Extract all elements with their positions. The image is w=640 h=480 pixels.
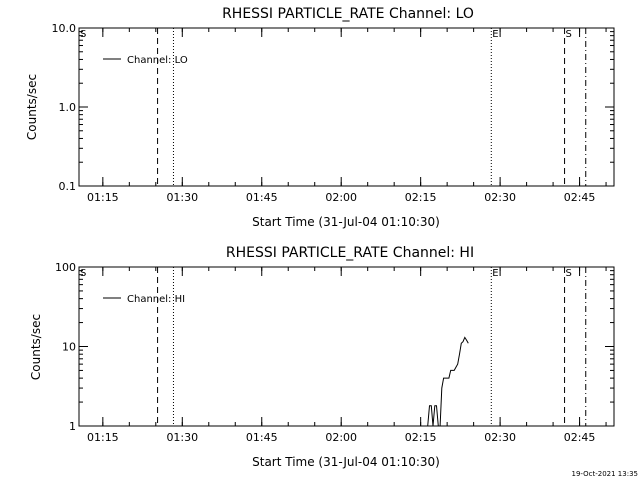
lo-plot-frame	[78, 27, 615, 187]
lo-xtick-label: 02:45	[564, 191, 596, 204]
hi-xtick-label: 02:45	[564, 431, 596, 444]
lo-xlabel: Start Time (31-Jul-04 01:10:30)	[252, 215, 440, 229]
lo-panel: RHESSI PARTICLE_RATE Channel: LO Start T…	[25, 6, 615, 229]
hi-marker-label: S	[80, 268, 86, 279]
lo-ylabel: Counts/sec	[25, 74, 39, 140]
lo-marker-label: S	[80, 29, 86, 40]
footer-timestamp: 19-Oct-2021 13:35	[572, 470, 638, 478]
hi-marker-label: E	[492, 268, 498, 279]
hi-ytick-label: 1	[69, 420, 76, 433]
hi-plot-frame	[78, 266, 615, 427]
hi-ytick-label: 10	[62, 341, 76, 354]
hi-xtick-label: 02:30	[484, 431, 516, 444]
lo-ytick-label: 10.0	[52, 22, 77, 35]
lo-xtick-label: 01:45	[246, 191, 278, 204]
hi-xtick-label: 02:15	[405, 431, 437, 444]
hi-series	[427, 336, 469, 427]
hi-xtick-label: 01:15	[87, 431, 119, 444]
hi-series-line	[427, 336, 469, 427]
hi-xtick-label: 02:00	[325, 431, 357, 444]
lo-xtick-label: 02:15	[405, 191, 437, 204]
hi-legend: Channel: HI	[103, 294, 185, 305]
lo-title: RHESSI PARTICLE_RATE Channel: LO	[222, 6, 474, 22]
hi-xlabel: Start Time (31-Jul-04 01:10:30)	[252, 455, 440, 469]
hi-xtick-label: 01:45	[246, 431, 278, 444]
hi-legend-label: Channel: HI	[127, 294, 185, 305]
hi-ylabel: Counts/sec	[29, 314, 43, 380]
lo-ytick-label: 1.0	[59, 101, 77, 114]
lo-xtick-label: 01:30	[166, 191, 198, 204]
lo-xtick-label: 02:30	[484, 191, 516, 204]
hi-panel: RHESSI PARTICLE_RATE Channel: HI Start T…	[29, 245, 615, 469]
lo-marker-label: E	[492, 29, 498, 40]
lo-marker-label: S	[566, 29, 572, 40]
lo-xtick-label: 02:00	[325, 191, 357, 204]
hi-title: RHESSI PARTICLE_RATE Channel: HI	[226, 245, 474, 261]
lo-xtick-label: 01:15	[87, 191, 119, 204]
lo-legend: Channel: LO	[103, 55, 188, 66]
lo-ytick-label: 0.1	[59, 180, 77, 193]
lo-ticks: 01:15 01:30 01:45 02:00 02:15 02:30 02:45 0.1 1.…	[52, 22, 614, 204]
hi-ticks: 01:15 01:30 01:45 02:00 02:15 02:30 02:45 1 10 10…	[55, 261, 614, 444]
hi-xtick-label: 01:30	[166, 431, 198, 444]
hi-marker-label: S	[566, 268, 572, 279]
lo-legend-label: Channel: LO	[127, 55, 188, 66]
hi-ytick-label: 100	[55, 261, 76, 274]
